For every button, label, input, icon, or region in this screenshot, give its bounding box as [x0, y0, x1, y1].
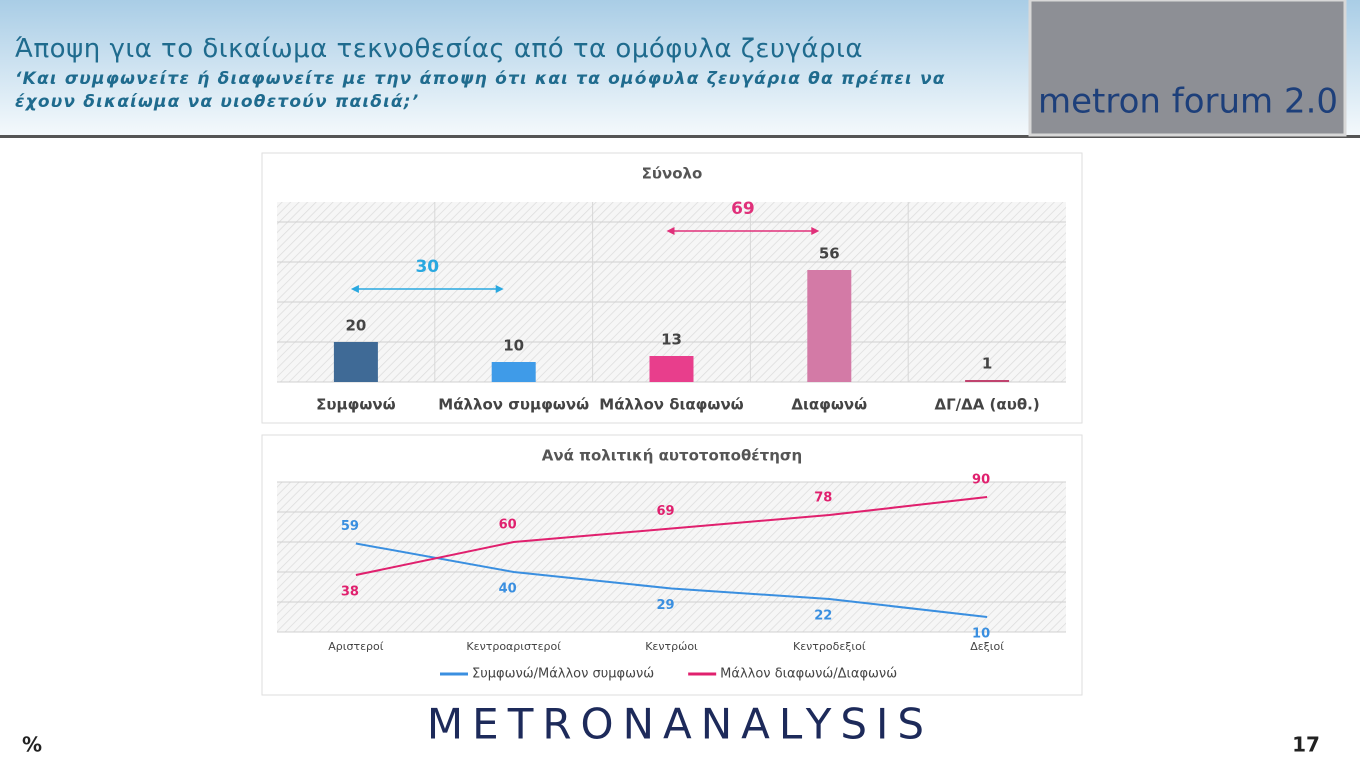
x-tick-label: Κεντροδεξιοί [793, 640, 866, 653]
x-tick-label: Κεντρώοι [645, 640, 698, 653]
x-tick-label: ΔΓ/ΔΑ (αυθ.) [934, 396, 1039, 414]
brand: METRONANALYSIS [427, 700, 933, 749]
value-label: 40 [499, 582, 517, 597]
annotation: 69 [731, 199, 755, 219]
chart-title: Σύνολο [642, 165, 703, 183]
value-label: 90 [972, 473, 990, 488]
value-label: 20 [345, 317, 366, 335]
x-tick-label: Συμφωνώ [316, 396, 395, 414]
line-series [355, 496, 988, 576]
bar [491, 362, 536, 382]
logo-box [1030, 0, 1345, 135]
x-tick-label: Κεντροαριστεροί [466, 640, 561, 653]
x-tick-label: Δεξιοί [970, 640, 1004, 653]
slide-title: Άποψη για το δικαίωμα τεκνοθεσίας από τα… [15, 34, 863, 64]
logo-text: metron forum 2.0 [1038, 82, 1338, 122]
x-tick-label: Αριστεροί [328, 640, 383, 653]
value-label: 29 [656, 598, 674, 613]
logo-frame [1028, 0, 1347, 137]
legend-label: Μάλλον διαφωνώ/Διαφωνώ [720, 667, 897, 682]
value-label: 56 [819, 245, 840, 263]
annotation: 30 [415, 257, 439, 277]
value-label: 38 [341, 585, 359, 600]
value-label: 60 [499, 518, 517, 533]
bar [649, 356, 694, 382]
legend-label: Συμφωνώ/Μάλλον συμφωνώ [472, 667, 654, 682]
value-label: 78 [814, 491, 832, 506]
value-label: 69 [656, 504, 674, 519]
bar [333, 342, 378, 382]
value-label: 10 [503, 337, 524, 355]
bar [807, 270, 852, 382]
slide-subtitle: ‘Και συμφωνείτε ή διαφωνείτε με την άποψ… [15, 69, 946, 112]
page-number: 17 [1292, 733, 1320, 757]
value-label: 22 [814, 609, 832, 624]
value-label: 1 [982, 355, 992, 373]
value-label: 13 [661, 331, 682, 349]
unit-label: % [22, 733, 42, 757]
x-tick-label: Διαφωνώ [791, 396, 867, 414]
header-rule [0, 135, 1360, 138]
x-tick-label: Μάλλον διαφωνώ [599, 396, 743, 414]
value-label: 10 [972, 627, 990, 642]
x-tick-label: Μάλλον συμφωνώ [438, 396, 589, 414]
chart-title: Ανά πολιτική αυτοτοποθέτηση [542, 447, 802, 465]
line-series [355, 542, 988, 618]
plot-area [277, 482, 1066, 632]
bar [965, 380, 1010, 382]
value-label: 59 [341, 519, 359, 534]
